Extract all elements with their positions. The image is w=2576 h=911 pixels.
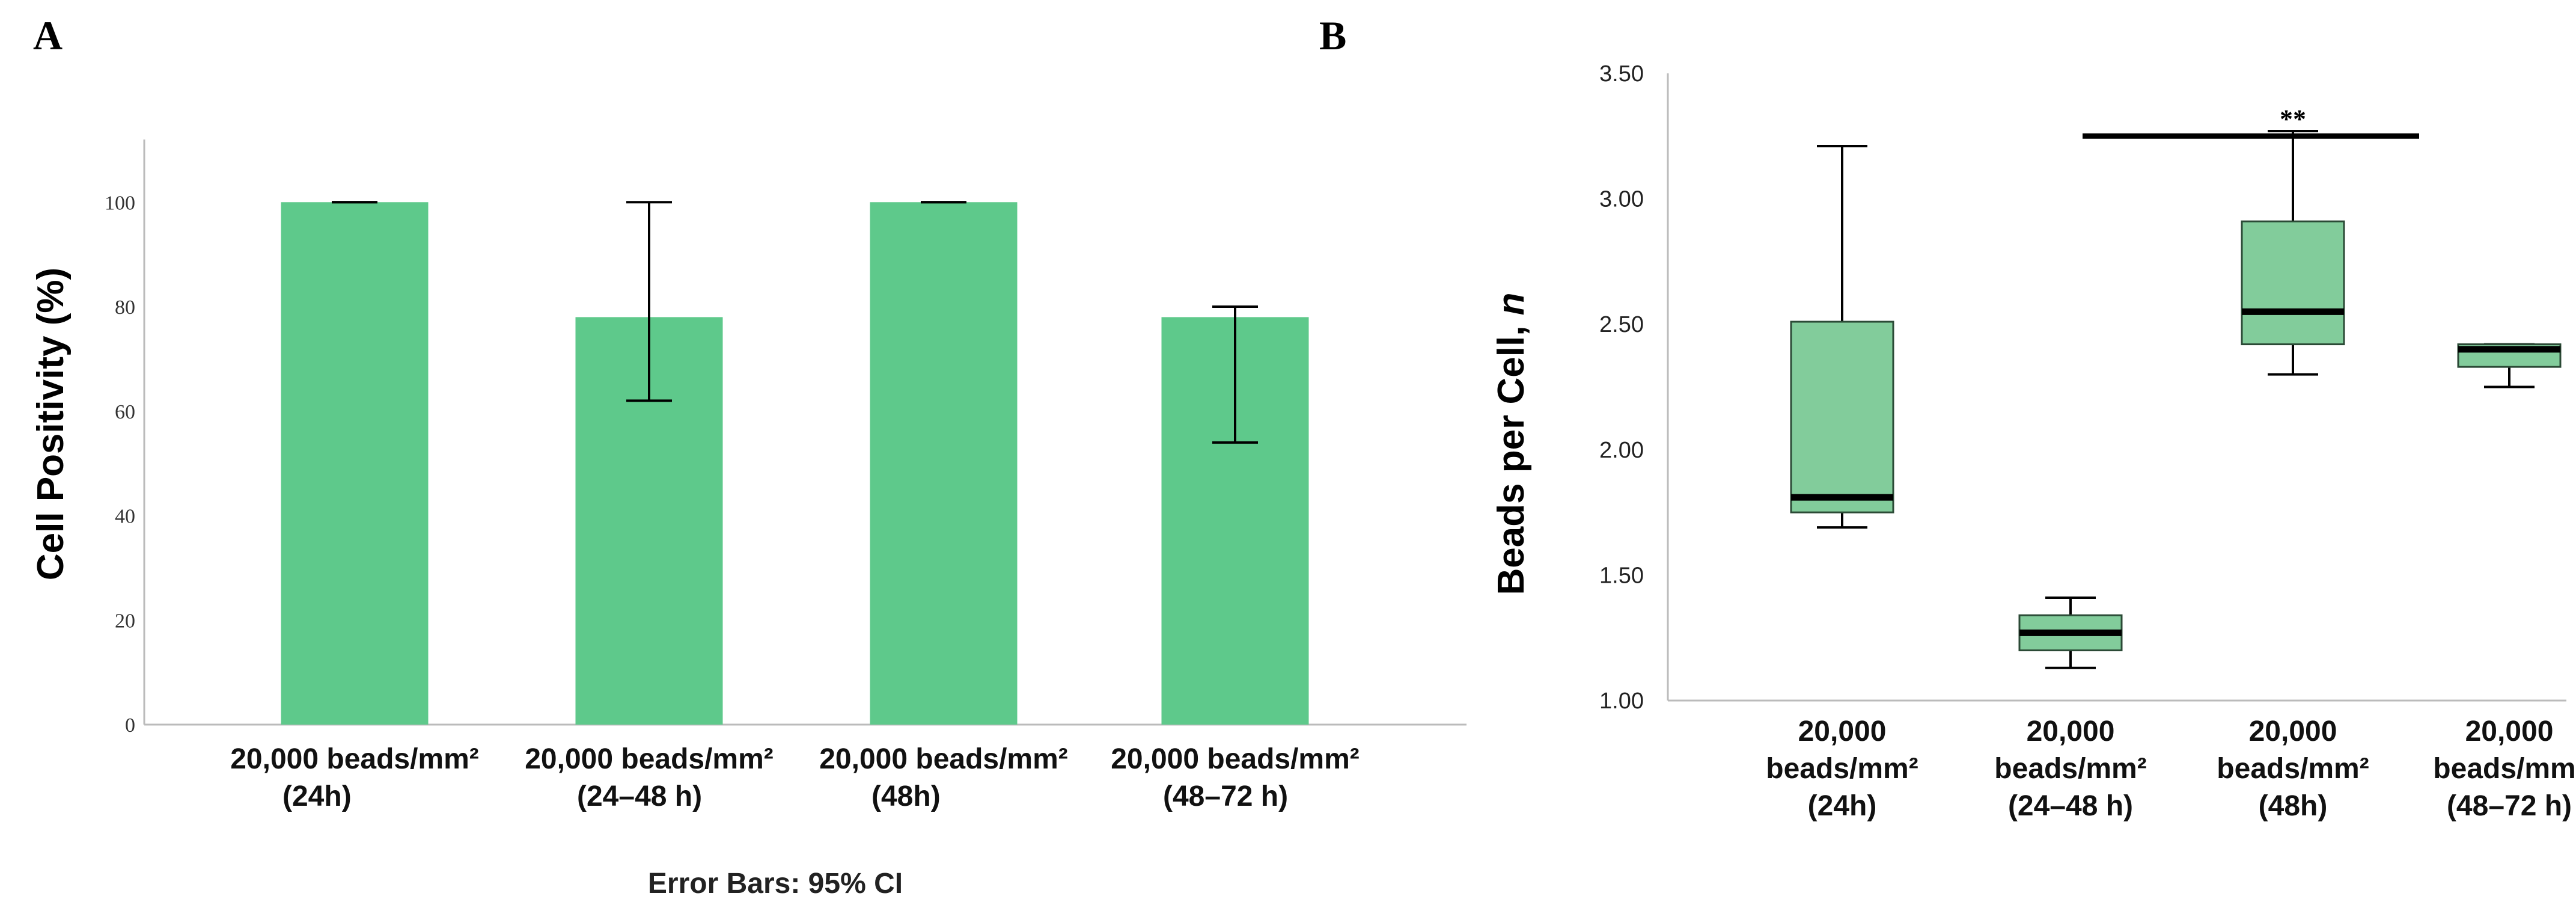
panel-b-category-label: beads/mm²	[2433, 753, 2576, 785]
panel-b-category-label: beads/mm²	[1766, 753, 1918, 785]
panel-b-y-tick-label: 3.00	[1599, 187, 1644, 212]
panel-a-error-bars	[332, 201, 1258, 444]
panel-b-category-label: (24–48 h)	[2008, 790, 2133, 822]
panel-b-category-label: (48–72 h)	[2447, 790, 2572, 822]
panel-b-category-label: 20,000	[2249, 716, 2337, 747]
panel-b-category-label: 20,000	[2027, 716, 2115, 747]
panel-a-y-tick-label: 40	[115, 506, 135, 528]
panel-a-error-bar	[1212, 305, 1258, 444]
panel-a-y-tick-label: 60	[115, 401, 135, 423]
panel-b-y-tick-label: 2.00	[1599, 438, 1644, 463]
panel-a-error-note: Error Bars: 95% CI	[648, 868, 903, 900]
panel-b-box	[2457, 343, 2562, 388]
panel-a-y-tick-label: 80	[115, 296, 135, 319]
panel-a-category-label: 20,000 beads/mm²	[1111, 743, 1360, 775]
panel-a-y-axis-title: Cell Positivity (%)	[30, 268, 72, 580]
panel-a-category-label: (24–48 h)	[577, 781, 702, 812]
panel-a-y-tick-label: 100	[105, 192, 135, 214]
panel-a-category-label: 20,000 beads/mm²	[230, 743, 479, 775]
panel-b-letter: B	[1319, 13, 1346, 58]
panel-a-category-label: (48h)	[871, 781, 941, 812]
panel-a-y-tick-label: 0	[125, 714, 135, 737]
panel-a-y-ticks: 0 20 40 60 80 100	[105, 192, 135, 737]
panel-b-category-label: 20,000	[1798, 716, 1887, 747]
panel-b-significance-label: **	[2280, 104, 2306, 133]
panel-a-bars	[281, 202, 1309, 725]
panel-b-box	[2241, 129, 2345, 376]
panel-b-y-axis-title: Beads per Cell, n	[1491, 292, 1532, 595]
panel-b-y-ticks: 1.00 1.50 2.00 2.50 3.00 3.50	[1599, 61, 1644, 714]
panel-b-category-label: (48h)	[2259, 790, 2328, 822]
panel-a-category-label: 20,000 beads/mm²	[525, 743, 774, 775]
panel-b-y-tick-label: 1.50	[1599, 563, 1644, 588]
panel-b-y-tick-label: 1.00	[1599, 689, 1644, 714]
panel-b-boxes	[1790, 129, 2562, 669]
panel-b-y-tick-label: 2.50	[1599, 312, 1644, 337]
panel-b-y-tick-label: 3.50	[1599, 61, 1644, 87]
panel-a-category-label: 20,000 beads/mm²	[819, 743, 1068, 775]
panel-a-letter: A	[33, 13, 63, 58]
panel-b-category-label: (24h)	[1808, 790, 1877, 822]
panel-a-bar	[870, 202, 1018, 725]
panel-a-error-bar	[626, 201, 672, 402]
panel-b-category-label: beads/mm²	[1994, 753, 2146, 785]
panel-b-iqr-box	[2241, 220, 2345, 346]
panel-a-y-tick-label: 20	[115, 610, 135, 632]
panel-b-box	[2018, 596, 2123, 669]
panel-b-significance: **	[2083, 104, 2419, 139]
panel-b-category-labels: 20,000 beads/mm² (24h) 20,000 beads/mm² (24–4…	[1766, 716, 2576, 822]
panel-b-category-label: beads/mm²	[2217, 753, 2369, 785]
panel-a-bar	[281, 202, 429, 725]
panel-b-box	[1790, 144, 1894, 529]
panel-a-category-labels: 20,000 beads/mm² (24h) 20,000 beads/mm² (24…	[230, 743, 1360, 812]
panel-a-category-label: (48–72 h)	[1163, 781, 1288, 812]
panel-b-category-label: 20,000	[2465, 716, 2554, 747]
panel-a-category-label: (24h)	[282, 781, 352, 812]
panel-b-iqr-box	[1790, 321, 1894, 514]
